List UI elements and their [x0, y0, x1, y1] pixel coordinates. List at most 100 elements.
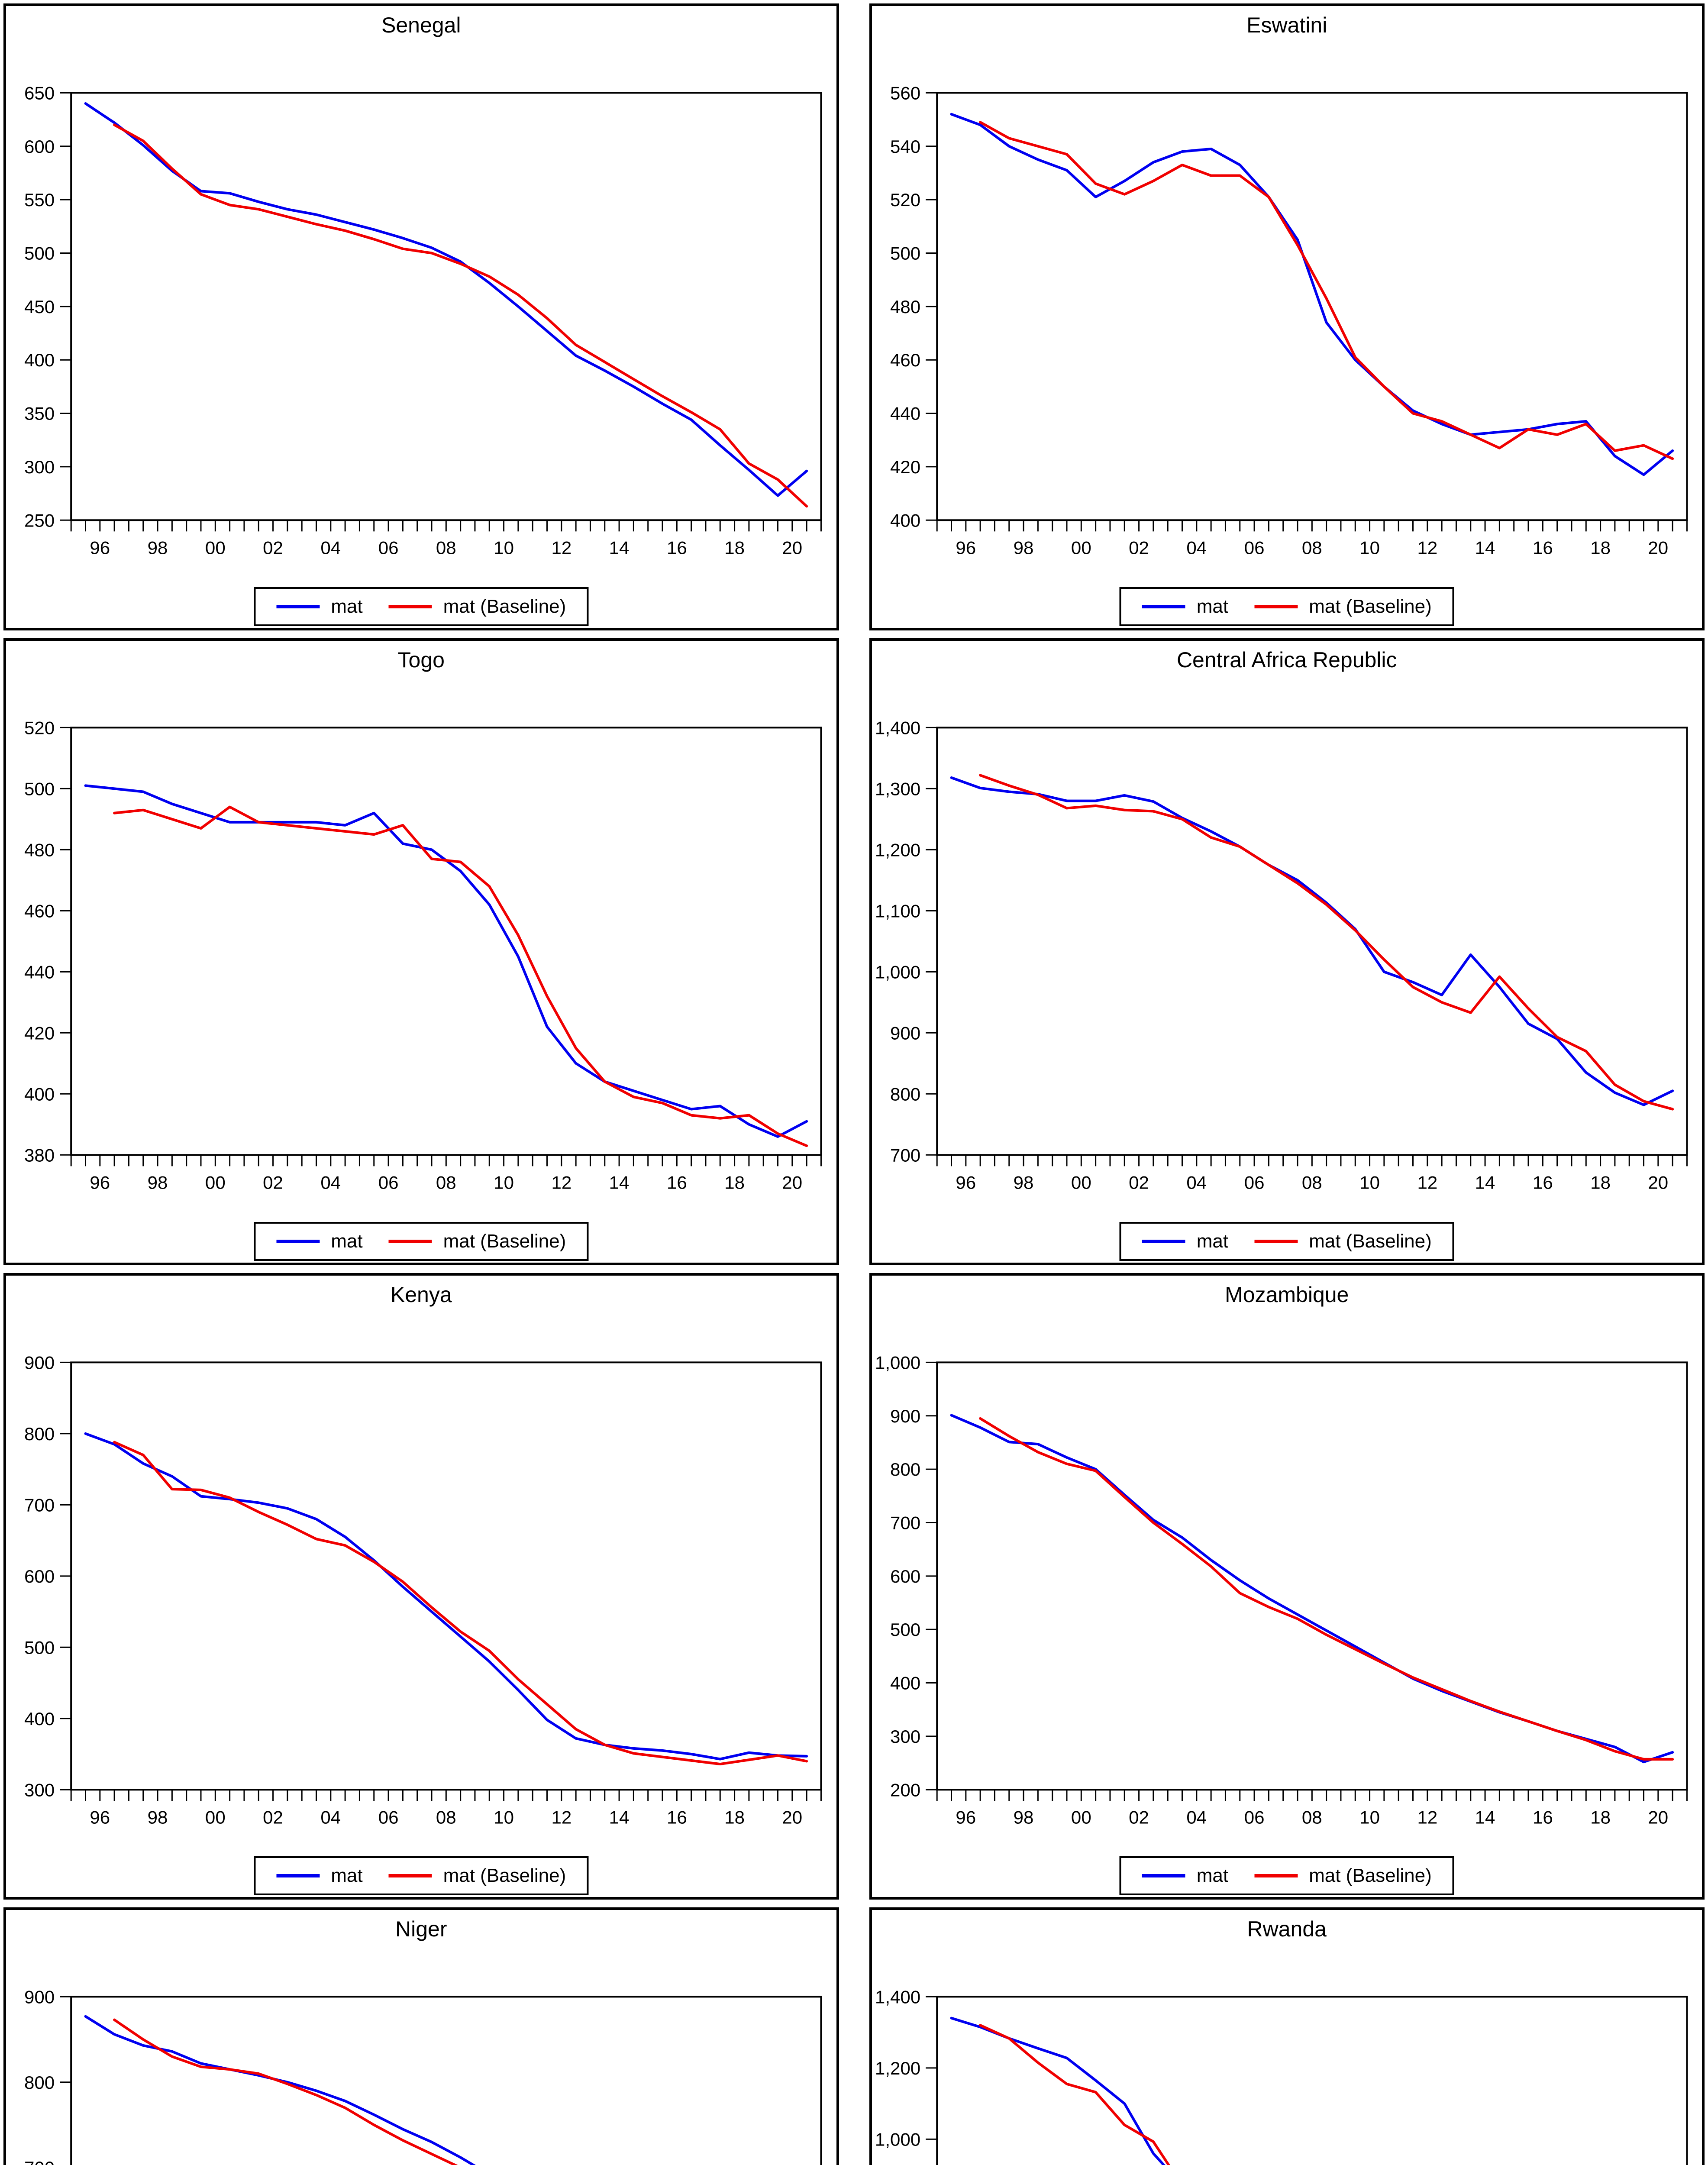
- svg-text:04: 04: [1186, 537, 1207, 558]
- svg-text:12: 12: [1417, 1807, 1437, 1827]
- svg-text:600: 600: [24, 1566, 55, 1586]
- chart-grid: Senegal 250 300 350 400 450 500 550 600 650 96 98 0…: [3, 3, 1705, 2165]
- legend-line-baseline: [1254, 604, 1298, 608]
- x-axis: 96 98 00 02 04 06 08 10 12 14 16 18 20: [936, 1789, 1688, 1827]
- x-axis: 96 98 00 02 04 06 08 10 12 14 16 18 20: [70, 520, 822, 558]
- legend: mat mat (Baseline): [254, 587, 589, 626]
- plot-frame: [70, 1996, 822, 2165]
- svg-text:440: 440: [890, 404, 920, 424]
- legend-label-mat: mat: [1196, 1865, 1229, 1887]
- chart-panel-niger: Niger 4005006007008009009698000204060810…: [3, 1907, 839, 2165]
- svg-text:02: 02: [263, 537, 283, 558]
- svg-text:04: 04: [320, 1172, 341, 1192]
- svg-text:900: 900: [890, 1406, 920, 1426]
- svg-text:800: 800: [890, 1459, 920, 1480]
- svg-text:1,000: 1,000: [875, 1352, 920, 1373]
- svg-text:06: 06: [378, 537, 399, 558]
- chart-title: Eswatini: [1246, 13, 1327, 37]
- svg-text:06: 06: [1244, 1807, 1264, 1827]
- svg-text:08: 08: [1301, 1172, 1322, 1192]
- legend-label-mat: mat: [1196, 1230, 1229, 1252]
- svg-text:02: 02: [263, 1807, 283, 1827]
- legend-line-baseline: [388, 1239, 432, 1243]
- legend-label-mat: mat: [331, 1865, 363, 1887]
- svg-text:650: 650: [24, 83, 55, 103]
- line-chart-togo: 380 400 420 440 460 480 500 520 96 98 00 02 04 06 08 10…: [24, 717, 822, 1192]
- line-chart-kenya: 300 400 500 600 700 800 900 96 98 00 02 04 06 08 10 12 1…: [24, 1352, 822, 1827]
- series-mat-line: [950, 1414, 1674, 1763]
- svg-text:04: 04: [320, 1807, 341, 1827]
- legend-line-baseline: [1254, 1874, 1298, 1878]
- svg-text:08: 08: [1301, 1807, 1322, 1827]
- y-axis: 300 400 500 600 700 800 900: [24, 1352, 71, 1800]
- svg-text:02: 02: [263, 1172, 283, 1192]
- svg-text:96: 96: [956, 1807, 976, 1827]
- legend-label-mat: mat: [1196, 595, 1229, 617]
- chart-panel-rwanda: Rwanda 2004006008001,0001,2001,400969800…: [869, 1907, 1705, 2165]
- svg-text:560: 560: [890, 83, 920, 103]
- svg-text:420: 420: [24, 1023, 55, 1043]
- svg-text:800: 800: [890, 1084, 920, 1104]
- legend: mat mat (Baseline): [1119, 587, 1454, 626]
- chart-title: Mozambique: [1225, 1282, 1349, 1307]
- plot-frame: [70, 1361, 822, 1790]
- chart-panel-kenya: Kenya 300 400 500 600 700 800 900 96 98 00 02 04 06 0…: [3, 1273, 839, 1900]
- svg-text:02: 02: [1129, 537, 1149, 558]
- svg-text:08: 08: [436, 1807, 456, 1827]
- svg-text:02: 02: [1129, 1807, 1149, 1827]
- svg-text:20: 20: [782, 1807, 802, 1827]
- series-mat-line: [950, 113, 1674, 476]
- x-axis: 96 98 00 02 04 06 08 10 12 14 16 18 20: [70, 1155, 822, 1192]
- svg-text:460: 460: [890, 350, 920, 370]
- svg-text:12: 12: [1417, 1172, 1437, 1192]
- svg-text:520: 520: [24, 717, 55, 738]
- chart-panel-eswatini: Eswatini 400 420 440 460 480 500 520 540 560 96 98…: [869, 3, 1705, 630]
- svg-text:900: 900: [890, 1023, 920, 1043]
- svg-text:98: 98: [148, 537, 168, 558]
- svg-text:460: 460: [24, 901, 55, 921]
- svg-text:500: 500: [890, 1619, 920, 1640]
- svg-text:98: 98: [148, 1172, 168, 1192]
- y-axis: 380 400 420 440 460 480 500 520: [24, 717, 71, 1165]
- series-mat-line: [950, 776, 1674, 1106]
- series-baseline-line: [113, 805, 808, 1147]
- line-chart-senegal: 250 300 350 400 450 500 550 600 650 96 98 00 02 04 06 0…: [24, 83, 822, 558]
- plot-frame: [936, 92, 1688, 521]
- svg-text:18: 18: [1590, 537, 1611, 558]
- svg-text:600: 600: [890, 1566, 920, 1586]
- svg-text:400: 400: [24, 1708, 55, 1729]
- series-baseline-line: [978, 2024, 1170, 2165]
- plot-frame: [70, 92, 822, 521]
- svg-text:1,400: 1,400: [875, 717, 920, 738]
- svg-text:500: 500: [24, 1637, 55, 1658]
- svg-text:16: 16: [1532, 1807, 1553, 1827]
- svg-text:98: 98: [1013, 1172, 1033, 1192]
- svg-text:800: 800: [24, 1423, 55, 1444]
- svg-text:400: 400: [24, 350, 55, 370]
- svg-text:12: 12: [551, 537, 571, 558]
- svg-text:500: 500: [24, 243, 55, 263]
- chart-title: Togo: [397, 647, 445, 672]
- svg-text:10: 10: [1359, 1172, 1380, 1192]
- svg-text:04: 04: [1186, 1807, 1207, 1827]
- svg-text:00: 00: [205, 537, 226, 558]
- legend: mat mat (Baseline): [1119, 1221, 1454, 1261]
- svg-text:1,100: 1,100: [875, 901, 920, 921]
- svg-text:480: 480: [24, 840, 55, 860]
- legend-label-baseline: mat (Baseline): [1309, 595, 1432, 617]
- plot-frame: [936, 1361, 1688, 1790]
- svg-text:400: 400: [890, 510, 920, 530]
- series-baseline-line: [113, 123, 808, 508]
- svg-text:98: 98: [1013, 1807, 1033, 1827]
- svg-text:800: 800: [24, 2072, 55, 2093]
- svg-text:16: 16: [1532, 537, 1553, 558]
- svg-text:550: 550: [24, 190, 55, 210]
- svg-text:96: 96: [90, 1807, 110, 1827]
- legend: mat mat (Baseline): [254, 1221, 589, 1261]
- svg-text:00: 00: [1071, 1807, 1091, 1827]
- legend-line-baseline: [1254, 1239, 1298, 1243]
- x-axis: 96 98 00 02 04 06 08 10 12 14 16 18 20: [70, 1789, 822, 1827]
- legend-label-mat: mat: [331, 1230, 363, 1252]
